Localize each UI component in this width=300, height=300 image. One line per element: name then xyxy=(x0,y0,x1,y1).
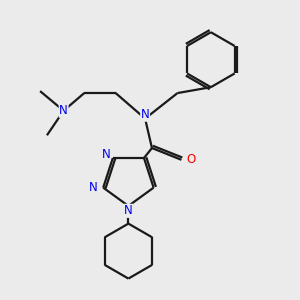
Text: N: N xyxy=(124,204,133,218)
Text: N: N xyxy=(59,104,68,117)
Text: O: O xyxy=(187,153,196,166)
Text: N: N xyxy=(141,108,149,121)
Text: N: N xyxy=(102,148,110,160)
Text: N: N xyxy=(89,181,98,194)
